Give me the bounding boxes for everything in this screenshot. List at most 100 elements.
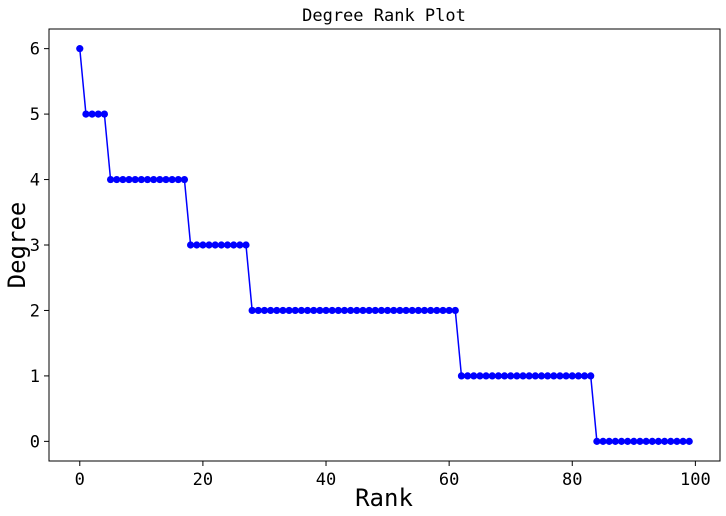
data-point bbox=[673, 437, 681, 445]
data-point bbox=[383, 306, 392, 315]
data-point bbox=[316, 306, 324, 315]
data-point bbox=[82, 110, 90, 118]
data-point bbox=[648, 437, 656, 445]
data-point bbox=[488, 372, 496, 380]
data-point bbox=[605, 437, 613, 445]
data-point bbox=[230, 241, 238, 249]
data-point bbox=[408, 306, 416, 315]
y-tick-label: 6 bbox=[30, 40, 40, 60]
data-point bbox=[328, 306, 336, 315]
data-point bbox=[365, 306, 373, 315]
data-point bbox=[574, 372, 583, 380]
data-point bbox=[562, 372, 570, 380]
data-point bbox=[353, 306, 361, 315]
x-tick-label: 20 bbox=[193, 470, 213, 490]
data-point bbox=[205, 241, 213, 249]
data-point bbox=[150, 175, 158, 184]
data-point bbox=[630, 437, 638, 445]
data-point bbox=[88, 110, 96, 118]
data-point bbox=[402, 306, 410, 315]
data-point bbox=[186, 241, 195, 249]
data-point bbox=[371, 306, 379, 315]
data-point bbox=[285, 306, 293, 315]
data-point bbox=[550, 372, 558, 380]
data-point bbox=[580, 372, 589, 380]
data-point bbox=[223, 241, 232, 249]
chart-title: Degree Rank Plot bbox=[302, 6, 466, 26]
data-point bbox=[445, 306, 453, 315]
data-point bbox=[414, 306, 422, 315]
data-point bbox=[396, 306, 404, 315]
y-axis: 0 1 2 3 4 5 6 bbox=[30, 40, 49, 452]
data-point bbox=[168, 175, 176, 184]
data-point bbox=[464, 372, 472, 380]
data-point bbox=[106, 175, 115, 184]
data-point bbox=[390, 306, 398, 315]
x-tick-label: 100 bbox=[680, 470, 711, 490]
x-tick-label: 60 bbox=[439, 470, 459, 490]
data-point bbox=[267, 306, 275, 315]
data-point bbox=[667, 437, 675, 445]
data-point bbox=[494, 372, 502, 380]
data-point bbox=[654, 437, 663, 445]
y-tick-label: 1 bbox=[30, 367, 40, 387]
y-tick-label: 3 bbox=[30, 236, 40, 256]
data-point bbox=[513, 372, 521, 380]
data-point bbox=[260, 306, 269, 315]
data-point bbox=[427, 306, 435, 315]
data-point bbox=[617, 437, 626, 445]
data-point bbox=[568, 372, 576, 380]
data-point bbox=[685, 437, 693, 445]
y-axis-title: Degree bbox=[3, 202, 31, 289]
data-point bbox=[174, 175, 182, 184]
y-tick-label: 0 bbox=[30, 432, 40, 452]
data-point bbox=[125, 175, 133, 184]
data-point bbox=[236, 241, 244, 249]
data-point bbox=[457, 372, 466, 380]
data-point bbox=[242, 241, 250, 249]
x-tick-label: 80 bbox=[562, 470, 582, 490]
data-point bbox=[636, 437, 644, 445]
data-point bbox=[470, 372, 478, 380]
data-point bbox=[297, 306, 305, 315]
data-point bbox=[347, 306, 355, 315]
data-point bbox=[193, 241, 201, 249]
data-point bbox=[113, 175, 121, 184]
data-point bbox=[599, 437, 607, 445]
data-point bbox=[217, 241, 225, 249]
data-point bbox=[661, 437, 669, 445]
data-point bbox=[537, 372, 546, 380]
data-point bbox=[525, 372, 533, 380]
data-point bbox=[279, 306, 287, 315]
data-point bbox=[420, 306, 429, 315]
data-point bbox=[433, 306, 441, 315]
y-tick-label: 4 bbox=[30, 171, 40, 191]
data-point bbox=[451, 306, 459, 315]
data-point bbox=[439, 306, 447, 315]
data-point bbox=[100, 110, 108, 118]
data-point bbox=[624, 437, 632, 445]
data-point bbox=[531, 372, 539, 380]
data-point bbox=[679, 437, 687, 445]
data-point bbox=[137, 175, 145, 184]
data-point bbox=[476, 372, 484, 380]
x-tick-label: 0 bbox=[75, 470, 85, 490]
data-point bbox=[642, 437, 650, 445]
data-point bbox=[310, 306, 318, 315]
data-point bbox=[156, 175, 164, 184]
data-point bbox=[143, 175, 152, 184]
y-tick-label: 5 bbox=[30, 105, 40, 125]
data-point bbox=[291, 306, 299, 315]
data-point bbox=[254, 306, 262, 315]
data-point bbox=[211, 241, 219, 249]
data-point bbox=[500, 372, 509, 380]
data-point bbox=[248, 306, 256, 315]
y-tick-label: 2 bbox=[30, 301, 40, 321]
data-point bbox=[340, 306, 349, 315]
data-point bbox=[131, 175, 139, 184]
data-point bbox=[180, 175, 189, 184]
data-point bbox=[76, 45, 84, 53]
data-point bbox=[519, 372, 527, 380]
data-point bbox=[199, 241, 207, 249]
series-line bbox=[79, 48, 690, 443]
